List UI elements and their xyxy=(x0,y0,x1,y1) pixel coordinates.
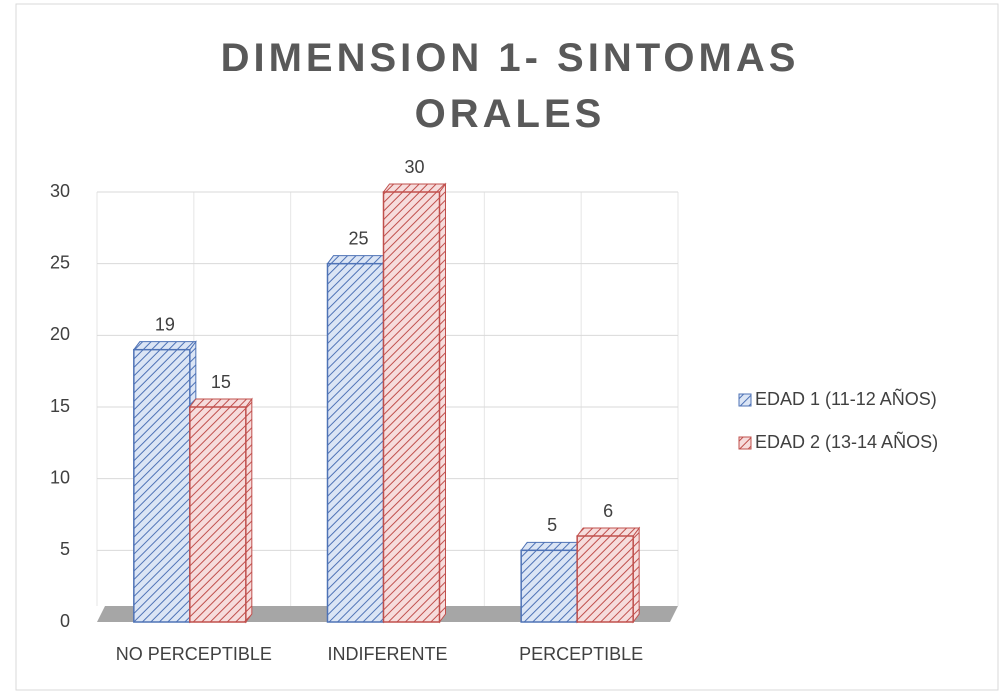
y-tick-label: 5 xyxy=(60,539,70,559)
legend-swatch xyxy=(738,393,752,407)
y-tick-label: 25 xyxy=(50,252,70,272)
chart-title: DIMENSION 1- SINTOMAS ORALES xyxy=(220,36,800,136)
chart-border xyxy=(15,3,999,691)
bar-top xyxy=(382,183,447,193)
bar xyxy=(382,191,441,623)
legend-label: EDAD 2 (13-14 AÑOS) xyxy=(755,431,938,452)
y-tick-label: 10 xyxy=(50,467,70,487)
bar xyxy=(189,406,247,623)
bar-top xyxy=(520,541,585,551)
y-tick-label: 15 xyxy=(50,396,70,416)
bar-side xyxy=(245,397,253,624)
y-tick-label: 0 xyxy=(60,611,70,631)
x-tick-label: INDIFERENTE xyxy=(327,644,447,664)
x-tick-label: NO PERCEPTIBLE xyxy=(116,644,272,664)
y-tick-label: 30 xyxy=(50,181,70,201)
bar-top xyxy=(188,398,253,408)
data-label: 15 xyxy=(211,372,231,392)
bar-top xyxy=(326,255,391,265)
data-label: 30 xyxy=(404,157,424,177)
bar-side xyxy=(439,182,446,624)
data-label: 19 xyxy=(155,314,175,334)
bar xyxy=(576,535,634,623)
bar xyxy=(133,348,191,623)
bar-side xyxy=(632,526,640,624)
bar xyxy=(326,262,385,623)
bar xyxy=(520,549,578,623)
data-label: 25 xyxy=(348,228,368,248)
legend-label: EDAD 1 (11-12 AÑOS) xyxy=(755,388,937,409)
bar-top xyxy=(576,527,641,537)
bar-top xyxy=(132,341,197,351)
data-label: 5 xyxy=(547,515,557,535)
y-tick-label: 20 xyxy=(50,324,70,344)
data-label: 6 xyxy=(603,501,613,521)
x-tick-label: PERCEPTIBLE xyxy=(519,644,643,664)
legend-swatch xyxy=(738,436,752,450)
